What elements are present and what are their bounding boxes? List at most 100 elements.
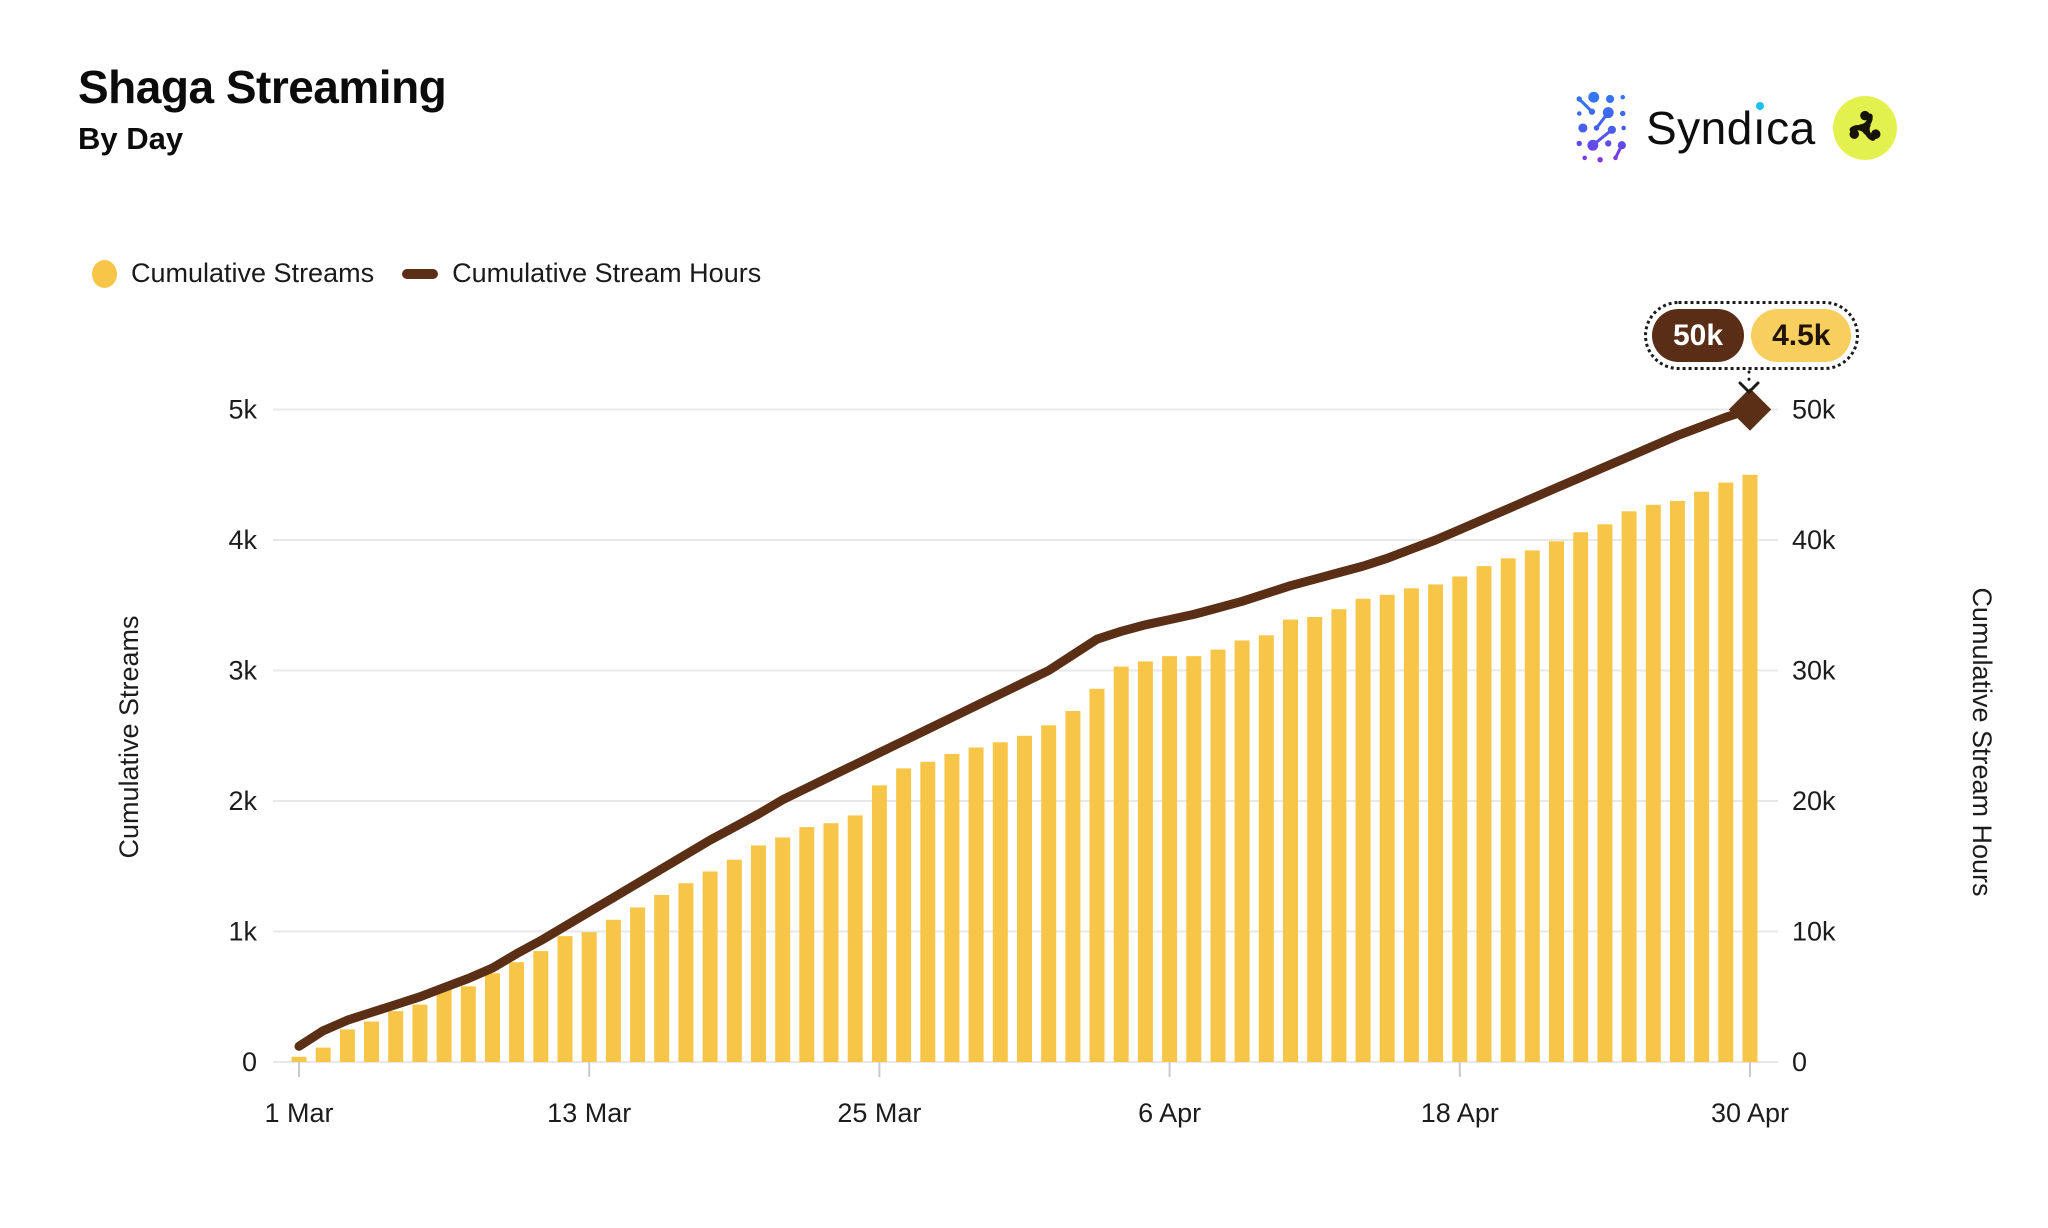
bar[interactable] bbox=[460, 986, 476, 1062]
bar[interactable] bbox=[1162, 656, 1178, 1062]
bar[interactable] bbox=[751, 845, 766, 1062]
left-tick-label: 1k bbox=[228, 917, 257, 947]
bar[interactable] bbox=[1283, 619, 1298, 1062]
bar[interactable] bbox=[1041, 725, 1057, 1062]
bar[interactable] bbox=[823, 823, 839, 1062]
bar[interactable] bbox=[678, 883, 694, 1062]
bar[interactable] bbox=[702, 871, 718, 1063]
bar[interactable] bbox=[1331, 609, 1347, 1062]
bar[interactable] bbox=[1621, 511, 1637, 1062]
legend-item-hours[interactable]: Cumulative Stream Hours bbox=[402, 258, 761, 289]
bar[interactable] bbox=[1113, 666, 1129, 1062]
bar[interactable] bbox=[1476, 566, 1492, 1062]
bar[interactable] bbox=[1065, 711, 1081, 1062]
legend-streams-label: Cumulative Streams bbox=[131, 258, 375, 288]
bar[interactable] bbox=[968, 747, 984, 1063]
bar[interactable] bbox=[1137, 661, 1153, 1062]
bar[interactable] bbox=[992, 742, 1008, 1062]
bar[interactable] bbox=[1379, 594, 1395, 1062]
bar[interactable] bbox=[557, 936, 573, 1062]
bar[interactable] bbox=[920, 761, 936, 1062]
line-end-marker bbox=[1728, 388, 1772, 431]
bar[interactable] bbox=[1524, 550, 1540, 1062]
bar[interactable] bbox=[1186, 656, 1202, 1062]
left-axis-ticks: 0 1k 2k 3k 4k 5k bbox=[228, 395, 257, 1078]
bar[interactable] bbox=[1573, 532, 1589, 1062]
bar[interactable] bbox=[1210, 649, 1226, 1062]
right-tick-label: 10k bbox=[1792, 917, 1836, 947]
bar[interactable] bbox=[1258, 635, 1274, 1062]
right-tick-label: 40k bbox=[1792, 525, 1836, 555]
bar[interactable] bbox=[775, 837, 791, 1063]
bar[interactable] bbox=[726, 859, 742, 1062]
left-tick-label: 5k bbox=[228, 395, 257, 425]
page-title: Shaga Streaming bbox=[78, 61, 447, 113]
bar[interactable] bbox=[485, 973, 500, 1062]
right-tick-label: 50k bbox=[1792, 395, 1836, 425]
bar[interactable] bbox=[1742, 474, 1758, 1063]
bars-series bbox=[291, 474, 1758, 1063]
legend-hours-label: Cumulative Stream Hours bbox=[452, 258, 762, 288]
bar[interactable] bbox=[605, 919, 621, 1062]
bar[interactable] bbox=[436, 988, 452, 1062]
bar[interactable] bbox=[1234, 640, 1250, 1063]
bar[interactable] bbox=[291, 1056, 307, 1062]
bar[interactable] bbox=[630, 907, 646, 1062]
bar[interactable] bbox=[1500, 558, 1516, 1062]
right-axis-title: Cumulative Stream Hours bbox=[1967, 587, 1997, 896]
left-axis-title: Cumulative Streams bbox=[114, 615, 144, 858]
bar[interactable] bbox=[581, 932, 597, 1062]
bar[interactable] bbox=[1669, 500, 1685, 1062]
bar[interactable] bbox=[799, 827, 815, 1062]
right-tick-label: 0 bbox=[1792, 1047, 1807, 1077]
bar[interactable] bbox=[1452, 576, 1468, 1063]
left-tick-label: 2k bbox=[228, 786, 257, 816]
bar[interactable] bbox=[1645, 504, 1661, 1062]
bar[interactable] bbox=[944, 754, 960, 1062]
tooltip-hours-value: 50k bbox=[1652, 309, 1745, 362]
bar[interactable] bbox=[1089, 688, 1105, 1062]
bar[interactable] bbox=[509, 962, 525, 1062]
title-block: Shaga Streaming By Day bbox=[78, 61, 447, 157]
right-tick-label: 20k bbox=[1792, 786, 1836, 816]
bar[interactable] bbox=[1403, 588, 1419, 1062]
page-subtitle: By Day bbox=[78, 120, 184, 156]
bar[interactable] bbox=[896, 768, 912, 1062]
x-tick-label: 6 Apr bbox=[1138, 1098, 1201, 1128]
bar[interactable] bbox=[364, 1021, 379, 1063]
bar[interactable] bbox=[1718, 482, 1734, 1063]
bar[interactable] bbox=[1694, 491, 1710, 1062]
tooltip-connector bbox=[1738, 370, 1760, 394]
bar[interactable] bbox=[412, 1004, 428, 1062]
bar[interactable] bbox=[1355, 598, 1371, 1062]
chart-legend: Cumulative Streams Cumulative Stream Hou… bbox=[92, 258, 761, 289]
end-value-tooltip: 50k 4.5k bbox=[1644, 301, 1860, 370]
hours-line[interactable] bbox=[294, 405, 1755, 1051]
bar[interactable] bbox=[847, 815, 863, 1062]
bar[interactable] bbox=[533, 951, 549, 1062]
x-tick-label: 1 Mar bbox=[264, 1098, 333, 1128]
bar[interactable] bbox=[654, 895, 670, 1062]
bar[interactable] bbox=[1307, 617, 1323, 1062]
bar[interactable] bbox=[1017, 735, 1032, 1063]
bar[interactable] bbox=[1549, 541, 1564, 1062]
left-tick-label: 0 bbox=[242, 1047, 257, 1077]
syndica-logo-icon bbox=[1576, 91, 1626, 163]
bar[interactable] bbox=[871, 785, 887, 1062]
bar[interactable] bbox=[388, 1011, 404, 1062]
bar[interactable] bbox=[339, 1029, 355, 1062]
arrow-down-icon bbox=[1738, 381, 1760, 394]
x-tick-label: 13 Mar bbox=[547, 1098, 631, 1128]
bar[interactable] bbox=[1597, 524, 1613, 1062]
legend-item-streams[interactable]: Cumulative Streams bbox=[92, 258, 374, 289]
left-tick-label: 4k bbox=[228, 525, 257, 555]
x-tick-label: 18 Apr bbox=[1421, 1098, 1499, 1128]
bar[interactable] bbox=[315, 1047, 331, 1062]
brand-block[interactable]: Syndıca bbox=[1572, 90, 1898, 166]
x-tick-label: 30 Apr bbox=[1711, 1098, 1789, 1128]
streams-swatch-icon bbox=[92, 259, 117, 288]
x-axis: 1 Mar 13 Mar 25 Mar 6 Apr 18 Apr 30 Apr bbox=[264, 1062, 1789, 1128]
bar[interactable] bbox=[1428, 584, 1444, 1062]
